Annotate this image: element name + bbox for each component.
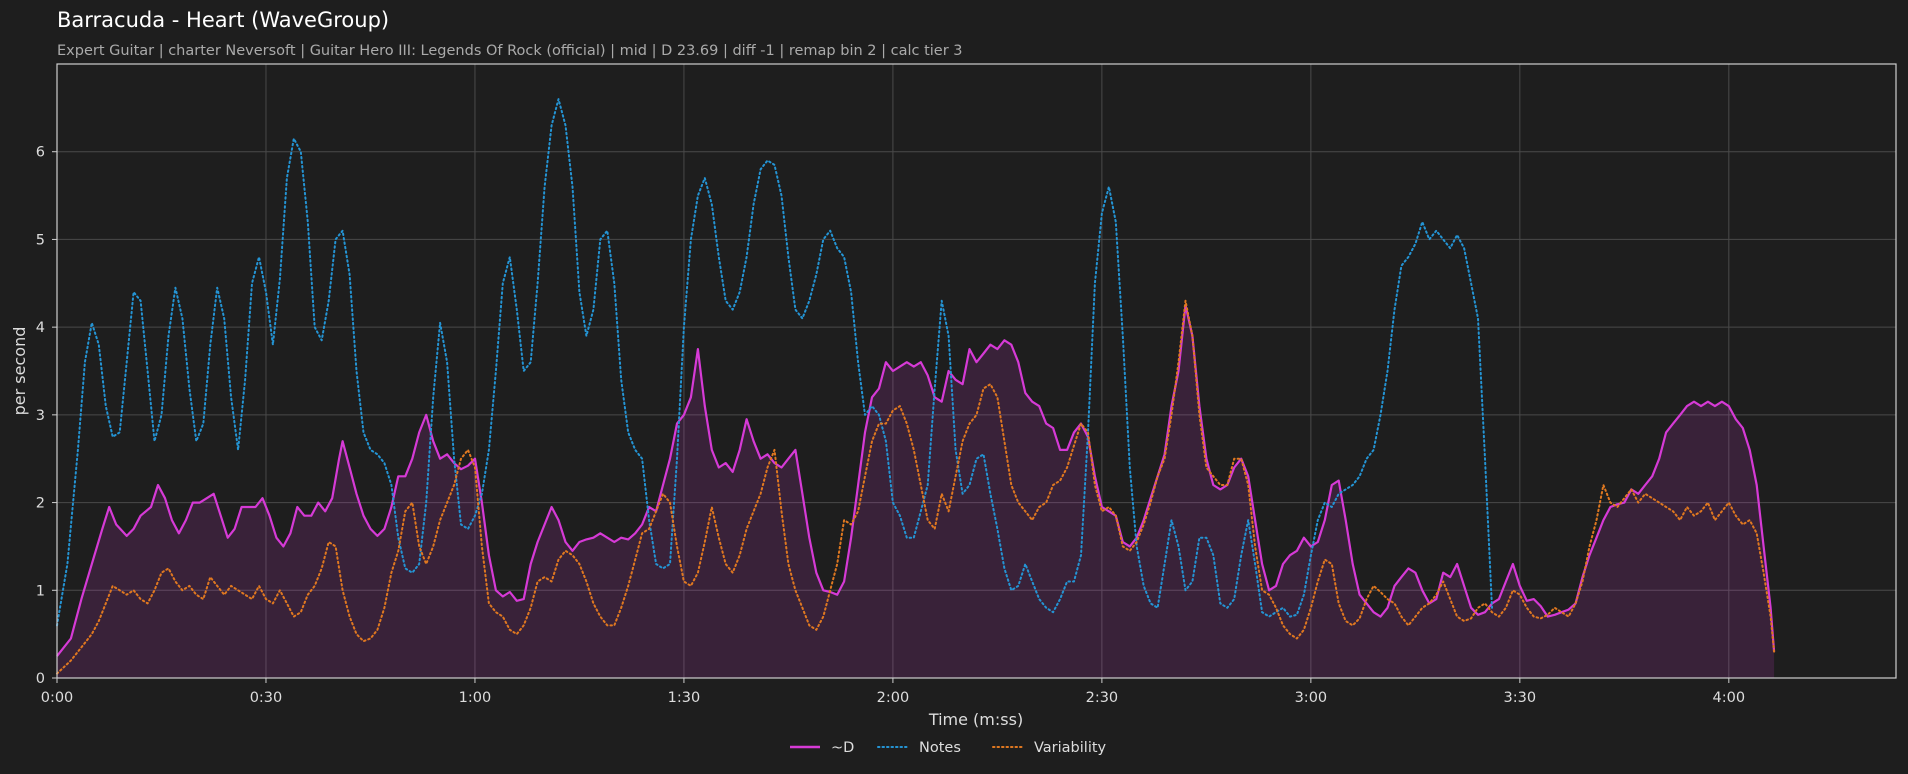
legend: ~D Notes Variability <box>790 740 1107 756</box>
x-axis-label: Time (m:ss) <box>928 710 1023 729</box>
y-tick-label: 3 <box>36 408 45 424</box>
y-tick-label: 0 <box>36 671 45 687</box>
x-tick-label: 1:00 <box>459 690 492 706</box>
x-tick-label: 1:30 <box>668 690 701 706</box>
series-line-notes <box>56 98 1493 627</box>
y-tick-label: 5 <box>36 232 45 248</box>
y-tick-label: 2 <box>36 496 45 512</box>
legend-label: Variability <box>1034 740 1107 756</box>
x-tick-label: 2:00 <box>877 690 910 706</box>
x-tick-label: 2:30 <box>1086 690 1119 706</box>
chart-subtitle: Expert Guitar | charter Neversoft | Guit… <box>57 43 963 59</box>
series-line-d <box>56 304 1776 657</box>
series-line-variability <box>56 299 1776 675</box>
series-line-layer <box>56 98 1776 675</box>
grid <box>56 64 1896 678</box>
y-tick-label: 4 <box>36 320 45 336</box>
y-tick-label: 6 <box>36 145 45 161</box>
x-tick-label: 3:00 <box>1295 690 1328 706</box>
x-tick-label: 0:00 <box>41 690 74 706</box>
x-tick-label: 3:30 <box>1504 690 1537 706</box>
y-axis-ticks: 0 1 2 3 4 5 6 <box>36 145 57 687</box>
chart-title: Barracuda - Heart (WaveGroup) <box>57 8 389 32</box>
x-tick-label: 4:00 <box>1713 690 1746 706</box>
plot-background <box>57 64 1896 678</box>
x-axis-ticks: 0:00 0:30 1:00 1:30 2:00 2:30 3:00 3:30 4:00 <box>41 678 1745 706</box>
y-tick-label: 1 <box>36 583 45 599</box>
y-axis-label: per second <box>10 327 29 416</box>
x-tick-label: 0:30 <box>250 690 283 706</box>
legend-label: ~D <box>831 740 854 756</box>
plot-frame <box>56 63 1897 679</box>
legend-label: Notes <box>919 740 961 756</box>
